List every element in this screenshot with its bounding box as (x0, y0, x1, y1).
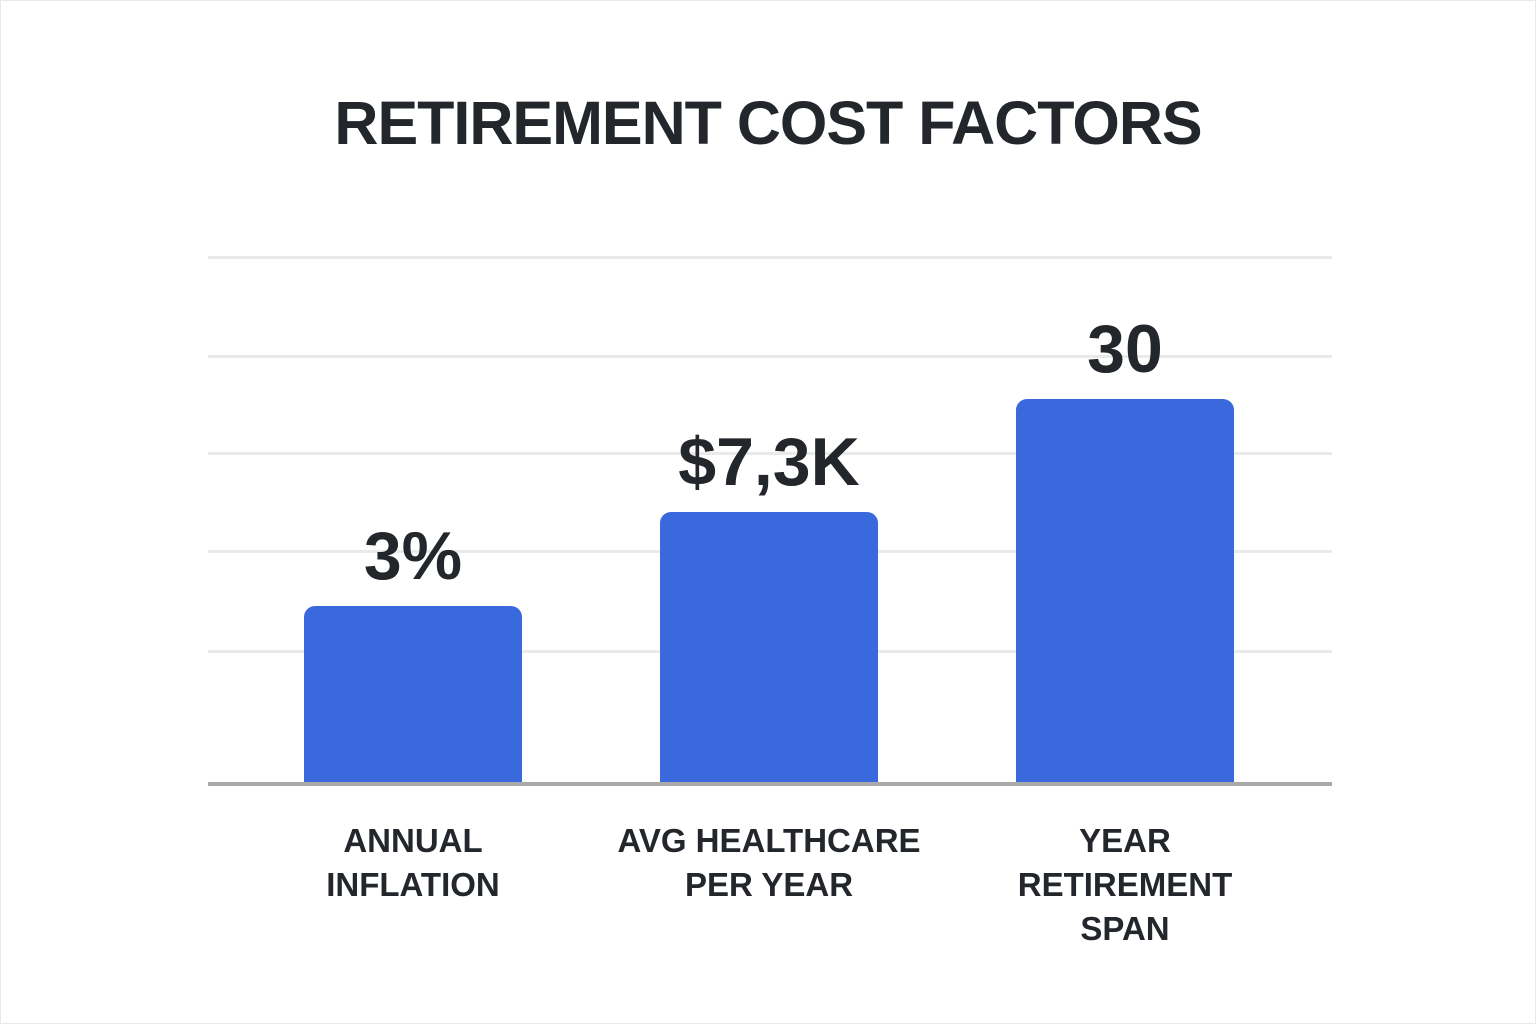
bar-value-label: 3% (363, 518, 463, 594)
x-axis-baseline (208, 782, 1332, 786)
bar-avg-healthcare (660, 512, 878, 782)
gridline (208, 355, 1332, 358)
bar-value-label: $7,3K (678, 424, 860, 500)
gridline (208, 452, 1332, 455)
bar-group-avg-healthcare: $7,3K (660, 428, 878, 782)
bar-group-retirement-span: 30 (1016, 315, 1234, 782)
category-label-annual-inflation: ANNUAL INFLATION (326, 822, 500, 903)
category-label-avg-healthcare: AVG HEALTHCARE PER YEAR (617, 822, 921, 903)
bar-group-annual-inflation: 3% (304, 522, 522, 782)
bar-value-label: 30 (1087, 311, 1163, 387)
category-label-retirement-span: YEAR RETIREMENT SPAN (1017, 822, 1233, 947)
chart-title: RETIREMENT COST FACTORS (334, 89, 1202, 157)
gridline (208, 256, 1332, 259)
bar-retirement-span (1016, 399, 1234, 782)
bar-annual-inflation (304, 606, 522, 782)
